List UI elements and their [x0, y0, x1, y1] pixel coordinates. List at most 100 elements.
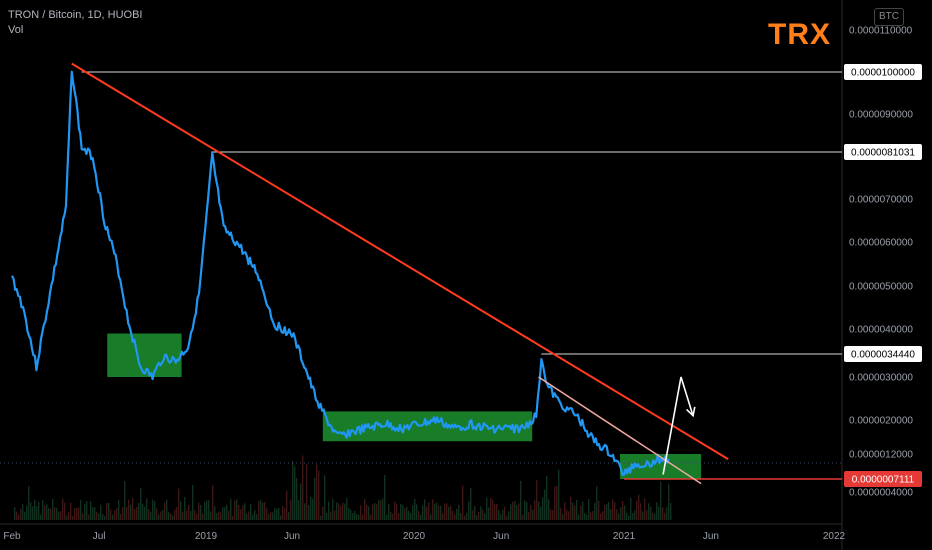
volume-bar [252, 514, 254, 520]
volume-bar [308, 504, 310, 520]
price-level-badge [844, 471, 922, 487]
volume-bar [628, 515, 630, 520]
volume-bar [268, 514, 270, 520]
volume-bar [228, 510, 230, 520]
volume-bar [340, 505, 342, 520]
volume-bar [412, 505, 414, 520]
volume-bar [66, 515, 68, 520]
volume-bar [648, 503, 650, 520]
volume-bar [380, 500, 382, 520]
volume-bar [300, 483, 302, 520]
volume-bar [194, 509, 196, 520]
volume-bar [624, 505, 626, 520]
volume-bar [432, 499, 434, 520]
volume-bar [286, 490, 288, 520]
volume-bar [102, 514, 104, 520]
volume-bar [618, 513, 620, 520]
y-tick-label: 0.0000030000 [849, 373, 913, 384]
volume-bar [552, 509, 554, 520]
volume-bar [230, 498, 232, 520]
volume-bar [214, 506, 216, 520]
volume-bar [650, 506, 652, 520]
volume-bar [34, 499, 36, 520]
price-level-badge [844, 144, 922, 160]
volume-bar [126, 507, 128, 520]
volume-bar [408, 510, 410, 520]
chart-legend: TRON / Bitcoin, 1D, HUOBI Vol [8, 8, 142, 38]
horizontal-levels [0, 71, 842, 480]
volume-bar [182, 512, 184, 520]
volume-bar [200, 505, 202, 520]
volume-bar [540, 506, 542, 520]
volume-bar [400, 503, 402, 520]
volume-bar [18, 514, 20, 520]
volume-bar [594, 502, 596, 520]
volume-bar [92, 507, 94, 520]
volume-bar [38, 502, 40, 520]
volume-bar [500, 514, 502, 520]
volume-bar [96, 511, 98, 520]
volume-bar [282, 506, 284, 520]
volume-bar [330, 511, 332, 520]
volume-bar [586, 514, 588, 520]
volume-bar [250, 503, 252, 520]
volume-bar [36, 506, 38, 520]
volume-bar [488, 507, 490, 520]
volume-bar [42, 500, 44, 520]
volume-bar [320, 515, 322, 520]
volume-bar [64, 502, 66, 520]
volume-bar [636, 500, 638, 520]
volume-bar [638, 494, 640, 520]
volume-bar [248, 511, 250, 520]
volume-bar [492, 499, 494, 520]
volume-bar [278, 507, 280, 520]
y-tick-label: 0.0000020000 [849, 416, 913, 427]
volume-bar [652, 512, 654, 520]
level-price-labels: 0.0000100000 0.0000081031 0.0000034440 0.00… [844, 64, 922, 487]
volume-bar [576, 499, 578, 520]
volume-bar [510, 504, 512, 520]
volume-bar [124, 481, 126, 520]
volume-bar [316, 464, 318, 520]
volume-bar [188, 504, 190, 520]
volume-bar [402, 504, 404, 520]
volume-bar [526, 501, 528, 520]
volume-bar [350, 509, 352, 520]
volume-bar [296, 477, 298, 520]
volume-bar [352, 513, 354, 520]
volume-bar [46, 504, 48, 520]
volume-bar [626, 512, 628, 520]
volume-bar [138, 503, 140, 520]
volume-bar [524, 500, 526, 520]
volume-bar [448, 506, 450, 520]
volume-bar [162, 510, 164, 520]
volume-bar [504, 506, 506, 520]
volume-bar [372, 504, 374, 520]
currency-badge[interactable]: BTC [874, 8, 904, 26]
x-tick-label: 2022 [823, 531, 846, 542]
volume-bar [258, 501, 260, 520]
volume-bar [28, 486, 30, 520]
volume-bar [184, 497, 186, 520]
volume-bar [226, 504, 228, 520]
volume-bar [212, 485, 214, 520]
x-tick-label: Feb [3, 531, 21, 542]
volume-bar [434, 503, 436, 520]
price-scale-panel[interactable] [842, 0, 932, 550]
volume-bar [84, 504, 86, 520]
volume-bar [108, 503, 110, 520]
volume-indicator-label: Vol [8, 24, 24, 36]
volume-bar [272, 512, 274, 520]
volume-bar [40, 514, 42, 520]
volume-bar [570, 496, 572, 520]
volume-bar [598, 500, 600, 520]
volume-bar [314, 477, 316, 520]
volume-bar [74, 508, 76, 520]
volume-bar [20, 508, 22, 520]
volume-bar [376, 504, 378, 520]
volume-bar [104, 515, 106, 520]
volume-bar [322, 506, 324, 520]
volume-bar [208, 500, 210, 520]
volume-bar [332, 498, 334, 520]
